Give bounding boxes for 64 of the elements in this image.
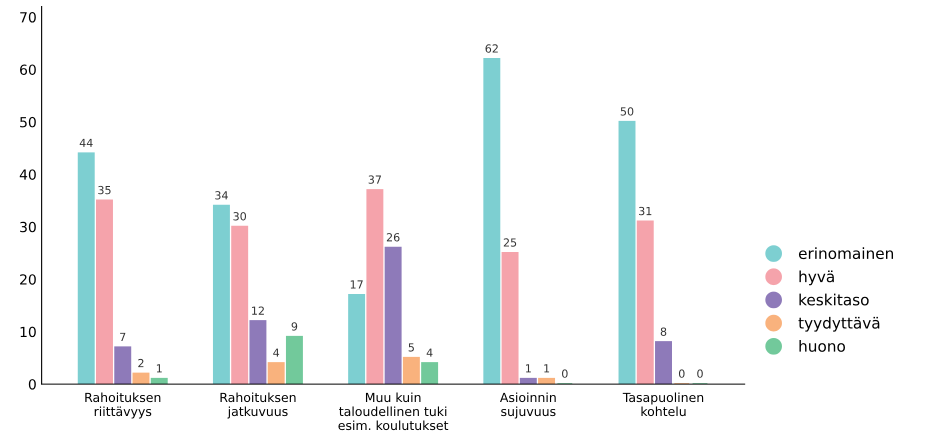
legend-label: erinomainen — [798, 247, 894, 260]
data-label: 25 — [504, 238, 516, 247]
bar — [618, 120, 636, 384]
bar — [520, 378, 537, 384]
data-label: 34 — [215, 191, 228, 200]
bar — [655, 341, 672, 384]
data-label: 1 — [544, 364, 550, 372]
data-label: 1 — [156, 364, 162, 372]
data-label: 12 — [252, 306, 264, 315]
data-label: 37 — [368, 175, 381, 184]
data-label: 62 — [486, 44, 498, 53]
bar — [114, 346, 132, 384]
bar — [268, 362, 285, 384]
data-label: 1 — [526, 364, 531, 372]
data-label: 50 — [620, 107, 634, 116]
data-label: 0 — [697, 369, 703, 378]
data-label: 26 — [386, 233, 400, 242]
bar — [348, 294, 366, 384]
y-tick-label: 10 — [20, 326, 36, 338]
data-label: 30 — [233, 212, 246, 220]
bar — [421, 362, 438, 384]
data-label: 4 — [273, 348, 280, 357]
bar — [366, 189, 384, 384]
data-label: 0 — [678, 369, 685, 378]
bar — [502, 252, 519, 384]
legend-label: huono — [799, 340, 846, 352]
bar — [231, 226, 248, 384]
data-label: 5 — [408, 343, 414, 352]
bar — [483, 58, 500, 384]
data-label: 9 — [292, 322, 298, 331]
y-tick-label: 60 — [20, 64, 36, 75]
y-tick-label: 50 — [20, 116, 36, 128]
x-tick-label: Asioinnin sujuvuus — [500, 392, 556, 419]
x-tick-label: Tasapuolinen kohtelu — [622, 392, 704, 416]
y-tick-label: 0 — [28, 379, 36, 390]
legend-label: hyvä — [799, 270, 834, 286]
bar — [249, 320, 266, 384]
legend-label: keskitaso — [799, 294, 869, 306]
bar — [384, 246, 402, 384]
data-label: 17 — [350, 280, 363, 289]
y-tick-label: 40 — [20, 169, 36, 180]
bar — [286, 336, 303, 384]
bar — [78, 152, 95, 384]
data-label: 44 — [80, 138, 93, 147]
bar — [538, 378, 556, 384]
data-label: 8 — [660, 327, 666, 336]
bar — [96, 200, 113, 384]
data-label: 4 — [426, 348, 433, 357]
data-label: 31 — [639, 206, 652, 216]
y-tick-label: 30 — [20, 222, 36, 232]
data-label: 0 — [562, 369, 568, 378]
legend-label: tyydyttävä — [798, 316, 880, 332]
x-tick-label: Rahoituksen riittävyys — [85, 392, 160, 419]
bar — [636, 220, 654, 384]
data-label: 2 — [138, 358, 144, 368]
y-tick-label: 70 — [20, 12, 36, 23]
bar — [132, 372, 150, 384]
bar — [402, 356, 420, 384]
x-tick-label: Muu kuin taloudellinen tuki esim. koulutukset — [338, 392, 448, 430]
y-tick-label: 20 — [20, 274, 36, 285]
x-tick-label: Rahoituksen jatkuvuus — [220, 392, 296, 419]
bar — [212, 204, 230, 384]
data-label: 7 — [120, 332, 126, 341]
data-label: 35 — [98, 186, 111, 194]
